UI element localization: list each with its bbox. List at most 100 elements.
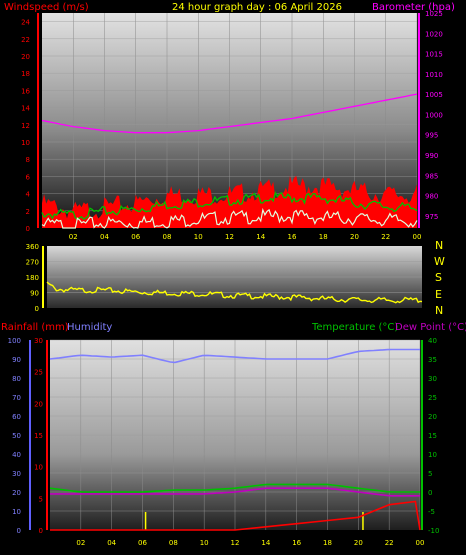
wind-y-tick-label: 0 bbox=[26, 225, 30, 233]
rain-y-tick-label: 15 bbox=[34, 432, 43, 440]
humidity-y-tick-label: 80 bbox=[12, 375, 21, 383]
rain-y-tick-label: 0 bbox=[39, 527, 43, 535]
time-x-tick-label: 20 bbox=[354, 539, 363, 547]
baro-y-tick-label: 990 bbox=[425, 152, 438, 160]
temp-y-tick-label: 5 bbox=[428, 470, 432, 478]
temperature-line bbox=[49, 483, 420, 493]
time-x-tick-label: 10 bbox=[200, 539, 209, 547]
humidity-y-tick-label: 70 bbox=[12, 394, 21, 402]
humidity-y-tick-label: 50 bbox=[12, 432, 21, 440]
humidity-y-tick-label: 20 bbox=[12, 489, 21, 497]
time-x-tick-label: 04 bbox=[107, 539, 116, 547]
windspeed-label: Windspeed (m/s) bbox=[4, 2, 89, 13]
rain-y-tick-label: 10 bbox=[34, 464, 43, 472]
time-x-tick-label: 02 bbox=[76, 539, 85, 547]
direction-y-tick-label: 180 bbox=[26, 274, 39, 282]
humidity-y-tick-label: 0 bbox=[17, 527, 21, 535]
time-x-tick-label: 12 bbox=[225, 233, 234, 241]
temp-y-tick-label: 35 bbox=[428, 356, 437, 364]
temp-y-tick-label: -5 bbox=[428, 508, 435, 516]
rainfall-line bbox=[50, 500, 421, 531]
time-x-tick-label: 00 bbox=[416, 539, 425, 547]
time-x-tick-label: 08 bbox=[163, 233, 172, 241]
time-x-tick-label: 22 bbox=[381, 233, 390, 241]
wind-y-tick-label: 16 bbox=[21, 87, 30, 95]
wind-gust-area bbox=[42, 175, 417, 228]
dewpoint-line bbox=[50, 487, 420, 497]
wind-average-line bbox=[41, 191, 418, 220]
wind-y-tick-label: 10 bbox=[21, 139, 30, 147]
compass-n-top: N bbox=[435, 239, 443, 252]
wind-low-line bbox=[41, 207, 418, 229]
time-x-tick-label: 14 bbox=[256, 233, 265, 241]
compass-n-bottom: N bbox=[435, 304, 443, 317]
humidity-y-tick-label: 30 bbox=[12, 470, 21, 478]
temp-y-tick-label: 15 bbox=[428, 432, 437, 440]
compass-s: S bbox=[435, 271, 442, 284]
humidity-label: Humidity bbox=[67, 322, 112, 333]
baro-y-tick-label: 1010 bbox=[425, 71, 443, 79]
barometer-label: Barometer (hpa) bbox=[372, 2, 455, 13]
time-x-tick-label: 10 bbox=[194, 233, 203, 241]
temp-y-tick-label: 20 bbox=[428, 413, 437, 421]
humidity-y-tick-label: 100 bbox=[8, 337, 21, 345]
direction-y-tick-label: 90 bbox=[30, 290, 39, 298]
compass-w: W bbox=[434, 255, 445, 268]
temp-y-tick-label: 40 bbox=[428, 337, 437, 345]
wind-y-tick-label: 14 bbox=[21, 105, 30, 113]
baro-y-tick-label: 995 bbox=[425, 132, 438, 140]
rain-y-tick-label: 5 bbox=[39, 495, 43, 503]
temp-y-tick-label: 10 bbox=[428, 451, 437, 459]
direction-y-tick-label: 360 bbox=[26, 243, 39, 251]
time-x-tick-label: 08 bbox=[169, 539, 178, 547]
time-x-tick-label: 04 bbox=[100, 233, 109, 241]
wind-y-tick-label: 12 bbox=[21, 122, 30, 130]
rainfall-label: Rainfall (mm) bbox=[1, 322, 69, 333]
barometer-line bbox=[41, 93, 418, 134]
baro-y-tick-label: 1015 bbox=[425, 51, 443, 59]
direction-y-tick-label: 270 bbox=[26, 259, 39, 267]
wind-y-tick-label: 4 bbox=[26, 191, 31, 199]
baro-y-tick-label: 980 bbox=[425, 193, 438, 201]
temp-y-tick-label: 25 bbox=[428, 394, 437, 402]
wind-y-tick-label: 22 bbox=[21, 36, 30, 44]
time-x-tick-label: 22 bbox=[385, 539, 394, 547]
wind-y-tick-label: 2 bbox=[26, 208, 30, 216]
compass-e: E bbox=[435, 288, 442, 301]
wind-y-tick-label: 24 bbox=[21, 19, 30, 27]
baro-y-tick-label: 985 bbox=[425, 172, 438, 180]
baro-y-tick-label: 1005 bbox=[425, 91, 443, 99]
time-x-tick-label: 16 bbox=[288, 233, 297, 241]
baro-y-tick-label: 975 bbox=[425, 213, 438, 221]
temp-y-tick-label: -10 bbox=[428, 527, 439, 535]
time-x-tick-label: 06 bbox=[131, 233, 140, 241]
time-x-tick-label: 06 bbox=[138, 539, 147, 547]
time-x-tick-label: 12 bbox=[231, 539, 240, 547]
wind-direction-trace bbox=[46, 281, 423, 304]
time-x-tick-label: 18 bbox=[319, 233, 328, 241]
baro-y-tick-label: 1020 bbox=[425, 30, 443, 38]
wind-y-tick-label: 20 bbox=[21, 53, 30, 61]
time-x-tick-label: 14 bbox=[261, 539, 270, 547]
rain-y-tick-label: 20 bbox=[34, 400, 43, 408]
temperature-label: Temperature (°C) bbox=[311, 322, 398, 333]
direction-y-tick-label: 0 bbox=[35, 305, 39, 313]
rain-y-tick-label: 25 bbox=[34, 369, 43, 377]
baro-y-tick-label: 1025 bbox=[425, 10, 443, 18]
time-x-tick-label: 18 bbox=[323, 539, 332, 547]
time-x-tick-label: 02 bbox=[69, 233, 78, 241]
time-x-tick-label: 20 bbox=[350, 233, 359, 241]
humidity-y-tick-label: 40 bbox=[12, 451, 21, 459]
time-x-tick-label: 00 bbox=[413, 233, 422, 241]
temp-y-tick-label: 0 bbox=[428, 489, 432, 497]
wind-y-tick-label: 18 bbox=[21, 70, 30, 78]
humidity-y-tick-label: 60 bbox=[12, 413, 21, 421]
dewpoint-label: Dew Point (°C) bbox=[395, 322, 466, 333]
humidity-y-tick-label: 10 bbox=[12, 508, 21, 516]
humidity-y-tick-label: 90 bbox=[12, 356, 21, 364]
wind-y-tick-label: 8 bbox=[26, 156, 30, 164]
humidity-line bbox=[49, 348, 420, 364]
time-x-tick-label: 16 bbox=[292, 539, 301, 547]
rain-y-tick-label: 30 bbox=[34, 337, 43, 345]
